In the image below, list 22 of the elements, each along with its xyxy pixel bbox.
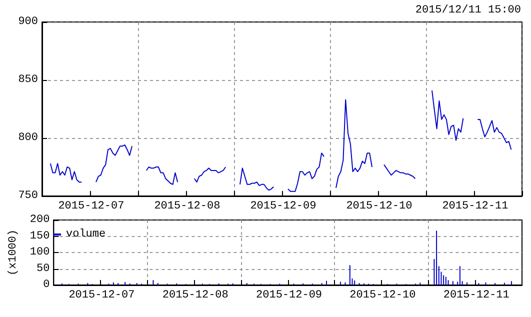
x-tick-label: 2015-12-08: [154, 200, 220, 212]
y-tick-label: 150: [30, 230, 50, 242]
x-tick-label: 2015-12-07: [58, 200, 124, 212]
y-tick-label: 100: [30, 246, 50, 258]
y-tick-label: 900: [18, 16, 38, 28]
y-tick-label: 750: [18, 190, 38, 202]
y-tick-label: 200: [30, 214, 50, 226]
x-tick-label: 2015-12-07: [68, 290, 135, 302]
y-tick-label: 50: [36, 262, 50, 275]
x-tick-label: 2015-12-10: [346, 200, 412, 212]
legend-label: volume: [66, 228, 106, 240]
y-tick-label: 800: [18, 132, 38, 144]
x-tick-label: 2015-12-10: [350, 290, 416, 302]
x-tick-label: 2015-12-08: [162, 290, 228, 302]
x-tick-label: 2015-12-11: [442, 200, 509, 212]
x-tick-label: 2015-12-09: [256, 290, 322, 302]
y-tick-label: 0: [43, 279, 50, 291]
x-tick-label: 2015-12-11: [443, 290, 510, 302]
x-tick-label: 2015-12-09: [250, 200, 316, 212]
text: 2015/12/11 15:00: [415, 4, 522, 16]
y-tick-label: 850: [18, 74, 38, 86]
y-axis-title: (x1000): [8, 229, 20, 276]
